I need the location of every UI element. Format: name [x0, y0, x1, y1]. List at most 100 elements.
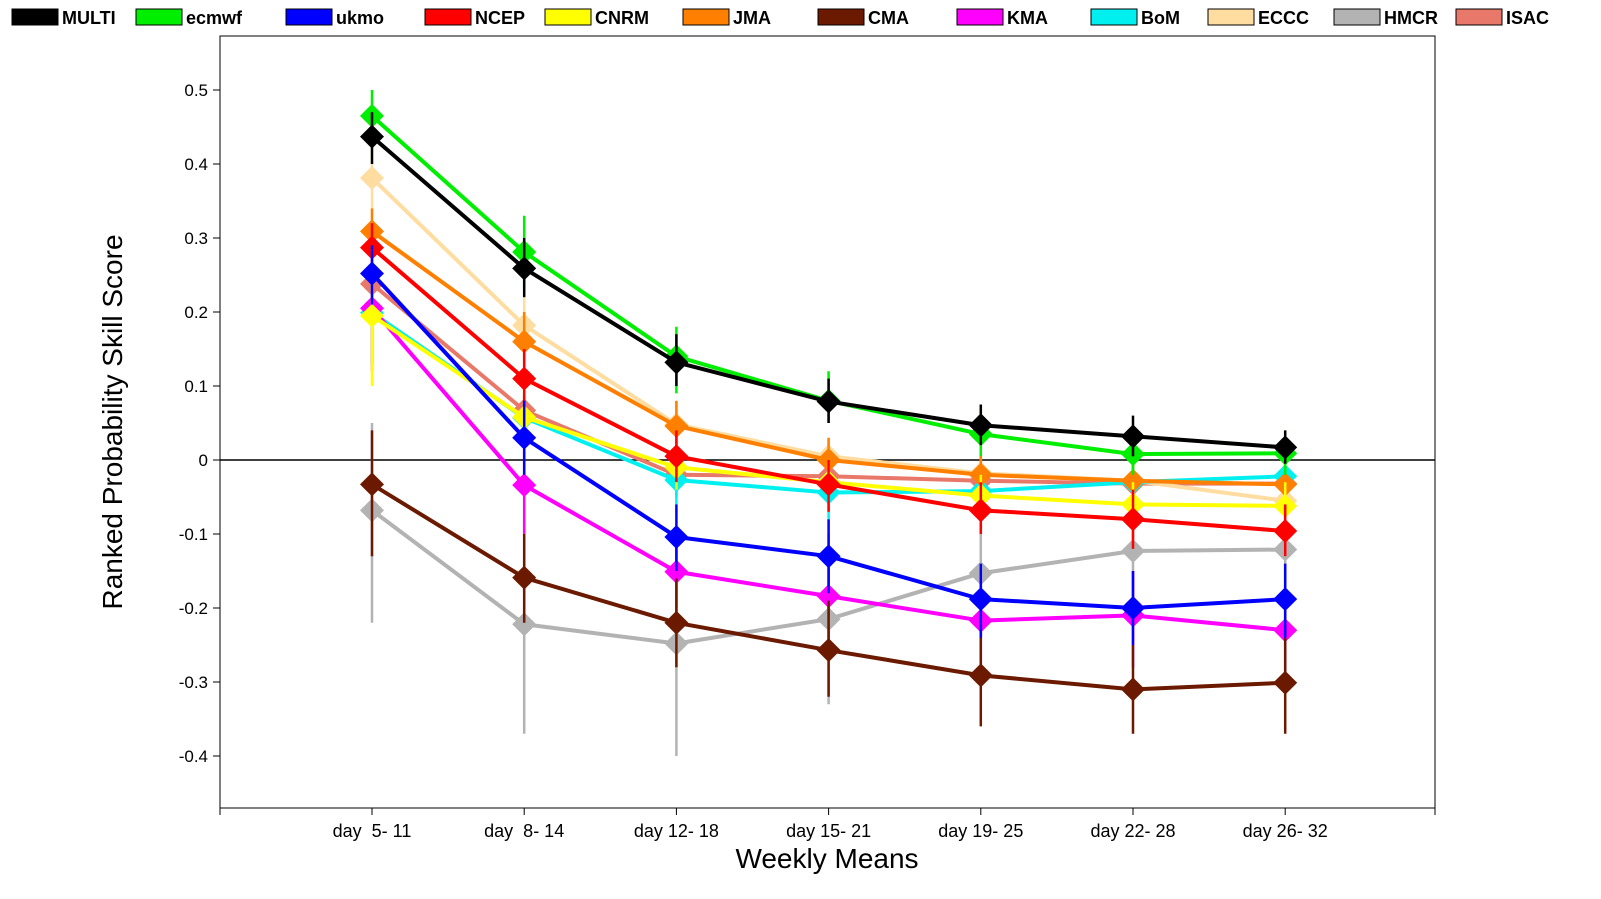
- data-point: [664, 610, 689, 635]
- y-tick-label: 0.2: [184, 303, 208, 322]
- legend-item-eccc: ECCC: [1207, 8, 1309, 28]
- y-tick-label: 0.5: [184, 81, 208, 100]
- x-tick-label: day 5- 11: [333, 821, 412, 841]
- data-point: [1121, 468, 1145, 493]
- legend-item-cma: CMA: [817, 8, 909, 28]
- data-point: [512, 612, 537, 637]
- data-point: [968, 663, 993, 688]
- data-point: [664, 444, 689, 469]
- legend: MULTI ecmwf ukmo NCEP CNRM JMA CMA KMA BoM ECCC HM…: [11, 8, 1549, 28]
- data-point: [816, 584, 841, 609]
- legend-label: ECCC: [1258, 8, 1309, 28]
- data-point: [512, 366, 537, 391]
- legend-swatch: [682, 8, 730, 26]
- series-multi: [360, 112, 1298, 464]
- legend-label: HMCR: [1384, 8, 1438, 28]
- data-point: [816, 472, 841, 497]
- data-point: [1273, 670, 1298, 695]
- x-tick-label: day 22- 28: [1090, 821, 1175, 841]
- legend-item-hmcr: HMCR: [1333, 8, 1438, 28]
- series-ukmo: [360, 245, 1298, 645]
- data-point: [664, 413, 689, 438]
- y-tick-label: -0.4: [179, 747, 208, 766]
- data-point: [360, 261, 384, 286]
- data-point: [816, 544, 841, 569]
- legend-swatch: [11, 8, 59, 26]
- x-tick-label: day 26- 32: [1243, 821, 1328, 841]
- data-point: [1121, 539, 1145, 564]
- legend-item-ukmo: ukmo: [285, 8, 384, 28]
- data-point: [968, 498, 993, 523]
- data-point: [1121, 507, 1145, 532]
- data-point: [360, 166, 384, 191]
- data-point: [1273, 435, 1298, 460]
- legend-swatch: [956, 8, 1004, 26]
- data-point: [968, 413, 993, 438]
- legend-label: MULTI: [62, 8, 116, 28]
- y-tick-label: -0.2: [179, 599, 208, 618]
- plot-frame: [219, 35, 1436, 809]
- data-point: [968, 587, 993, 612]
- legend-label: CNRM: [595, 8, 649, 28]
- legend-label: ecmwf: [186, 8, 243, 28]
- data-point: [360, 124, 384, 149]
- data-point: [512, 329, 537, 354]
- data-point: [512, 473, 537, 498]
- legend-label: JMA: [733, 8, 771, 28]
- data-point: [816, 389, 841, 414]
- data-point: [360, 472, 384, 497]
- legend-label: CMA: [868, 8, 909, 28]
- legend-label: KMA: [1007, 8, 1048, 28]
- legend-item-isac: ISAC: [1455, 8, 1549, 28]
- x-tick-label: day 12- 18: [634, 821, 719, 841]
- data-point: [1121, 677, 1145, 702]
- x-axis-label: Weekly Means: [735, 843, 918, 874]
- x-tick-label: day 19- 25: [938, 821, 1023, 841]
- data-point: [512, 565, 537, 590]
- data-point: [1273, 587, 1298, 612]
- y-tick-label: 0.1: [184, 377, 208, 396]
- series-cma: [360, 430, 1298, 734]
- legend-item-multi: MULTI: [11, 8, 116, 28]
- legend-item-bom: BoM: [1090, 8, 1180, 28]
- legend-item-cnrm: CNRM: [544, 8, 649, 28]
- legend-item-ncep: NCEP: [424, 8, 525, 28]
- data-point: [664, 350, 689, 375]
- legend-swatch: [544, 8, 592, 26]
- x-tick-label: day 8- 14: [484, 821, 564, 841]
- legend-swatch: [1090, 8, 1138, 26]
- legend-label: BoM: [1141, 8, 1180, 28]
- legend-swatch: [817, 8, 865, 26]
- legend-label: NCEP: [475, 8, 525, 28]
- data-point: [512, 425, 537, 450]
- legend-item-jma: JMA: [682, 8, 771, 28]
- legend-swatch: [1333, 8, 1381, 26]
- y-tick-label: -0.1: [179, 525, 208, 544]
- data-point: [1121, 596, 1145, 620]
- y-tick-label: 0.4: [184, 155, 208, 174]
- legend-swatch: [135, 8, 183, 26]
- legend-label: ISAC: [1506, 8, 1549, 28]
- data-point: [664, 559, 689, 584]
- data-point: [664, 524, 689, 549]
- legend-item-ecmwf: ecmwf: [135, 8, 243, 28]
- x-tick-label: day 15- 21: [786, 821, 871, 841]
- y-tick-label: 0: [199, 451, 208, 470]
- data-point: [1121, 424, 1145, 449]
- series-ncep: [360, 223, 1298, 557]
- legend-item-kma: KMA: [956, 8, 1048, 28]
- data-point: [512, 256, 537, 281]
- legend-swatch: [424, 8, 472, 26]
- y-tick-label: 0.3: [184, 229, 208, 248]
- axes: -0.4 -0.3 -0.2 -0.1 0 0.1 0.2 0.3 0.4 0.5 day 5- 1…: [179, 81, 1436, 841]
- data-point: [816, 638, 841, 663]
- y-tick-label: -0.3: [179, 673, 208, 692]
- legend-swatch: [1207, 8, 1255, 26]
- data-point: [360, 303, 384, 328]
- data-point: [1273, 519, 1298, 544]
- legend-swatch: [1455, 8, 1503, 26]
- y-axis-label: Ranked Probability Skill Score: [97, 234, 128, 609]
- legend-label: ukmo: [336, 8, 384, 28]
